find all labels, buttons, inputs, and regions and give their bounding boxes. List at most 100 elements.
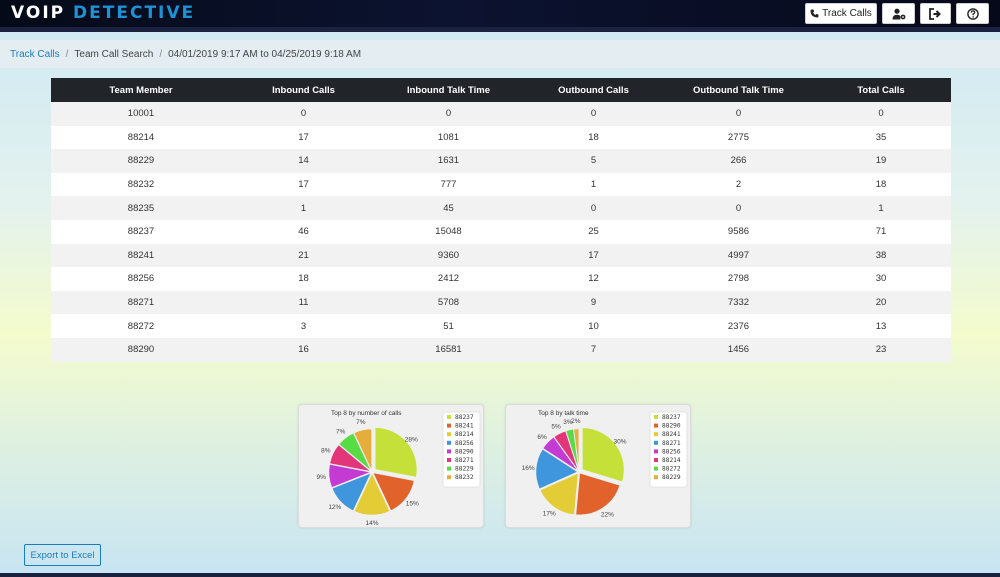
table-cell: 14 xyxy=(231,149,376,173)
col-header-inbound-talk-time[interactable]: Inbound Talk Time xyxy=(376,78,521,102)
legend-swatch xyxy=(447,432,451,437)
pie-slice-88229[interactable] xyxy=(338,432,372,472)
legend-swatch xyxy=(654,449,658,454)
table-row[interactable]: 88290 16 16581 7 1456 23 xyxy=(51,337,951,362)
col-header-outbound-talk-time[interactable]: Outbound Talk Time xyxy=(666,78,811,102)
table-cell: 777 xyxy=(376,172,521,197)
pie-chart-card-talk-time: Top 8 by talk time 30% 22% 17% 16% 6% 5% 3% 2% 88… xyxy=(505,404,691,528)
table-row[interactable]: 88232 17 777 1 2 18 xyxy=(51,172,951,197)
pie-chart-card-calls: Top 8 by number of calls 28% 15% 14% 12% 9% 8%… xyxy=(298,404,484,528)
table-cell: 2798 xyxy=(666,267,811,291)
pie-slice-88290[interactable] xyxy=(575,472,621,516)
legend-label: 88241 xyxy=(455,423,474,430)
table-cell: 1631 xyxy=(376,149,521,173)
table-cell: 88271 xyxy=(51,290,231,315)
breadcrumb-track-calls-link[interactable]: Track Calls xyxy=(10,48,60,60)
table-cell: 9 xyxy=(521,290,666,315)
legend-swatch xyxy=(654,475,658,480)
table-cell: 0 xyxy=(666,102,811,126)
table-row[interactable]: 88241 21 9360 17 4997 38 xyxy=(51,243,951,268)
pie-slice-88237[interactable] xyxy=(374,427,418,478)
breadcrumb: Track Calls / Team Call Search / 04/01/2… xyxy=(0,40,1000,68)
pie-slice-label: 7% xyxy=(356,419,366,426)
logo-text-v: V xyxy=(11,3,26,23)
export-to-excel-button[interactable]: Export to Excel xyxy=(24,544,101,566)
table-cell: 4997 xyxy=(666,243,811,268)
pie-slice-88232[interactable] xyxy=(353,428,373,471)
table-row[interactable]: 88237 46 15048 25 9586 71 xyxy=(51,219,951,244)
pie-slice-88256[interactable] xyxy=(542,436,579,472)
table-row[interactable]: 88235 1 45 0 0 1 xyxy=(51,196,951,220)
table-row[interactable]: 10001 0 0 0 0 0 xyxy=(51,102,951,126)
table-cell: 51 xyxy=(376,314,521,338)
table-row[interactable]: 88229 14 1631 5 266 19 xyxy=(51,149,951,173)
table-cell: 21 xyxy=(231,243,376,268)
legend-label: 88214 xyxy=(662,457,681,464)
app-logo[interactable]: VOIP DETECTIVE xyxy=(11,2,195,24)
legend-swatch xyxy=(447,466,451,471)
logout-button[interactable] xyxy=(920,3,951,24)
user-settings-button[interactable] xyxy=(882,3,915,24)
table-row[interactable]: 88272 3 51 10 2376 13 xyxy=(51,314,951,338)
pie-slice-88241[interactable] xyxy=(539,472,579,516)
chart-title: Top 8 by talk time xyxy=(538,410,589,417)
table-cell: 88214 xyxy=(51,125,231,150)
table-cell: 18 xyxy=(521,125,666,150)
table-cell: 71 xyxy=(811,219,951,244)
pie-slice-88214[interactable] xyxy=(353,472,391,516)
table-cell: 13 xyxy=(811,314,951,338)
table-row[interactable]: 88256 18 2412 12 2798 30 xyxy=(51,267,951,291)
table-cell: 1 xyxy=(521,172,666,197)
pie-slice-label: 12% xyxy=(328,504,341,511)
breadcrumb-date-range: 04/01/2019 9:17 AM to 04/25/2019 9:18 AM xyxy=(168,48,362,60)
legend-swatch xyxy=(447,423,451,428)
pie-slice-88237[interactable] xyxy=(581,427,625,483)
legend-label: 88237 xyxy=(662,414,681,421)
legend-label: 88241 xyxy=(662,431,681,438)
table-cell: 7 xyxy=(521,337,666,362)
table-cell: 17 xyxy=(231,125,376,150)
pie-slice-label: 28% xyxy=(405,436,418,443)
pie-slice-88271[interactable] xyxy=(535,448,579,490)
pie-slice-88241[interactable] xyxy=(372,472,415,512)
table-cell: 3 xyxy=(231,314,376,338)
col-header-team-member[interactable]: Team Member xyxy=(51,78,231,102)
legend-label: 88290 xyxy=(455,448,474,455)
breadcrumb-separator: / xyxy=(65,48,69,60)
table-row[interactable]: 88214 17 1081 18 2775 35 xyxy=(51,125,951,150)
footer-border xyxy=(0,573,1000,577)
legend-label: 88229 xyxy=(455,466,474,473)
legend-swatch xyxy=(654,423,658,428)
pie-slice-label: 5% xyxy=(551,423,561,430)
help-button[interactable] xyxy=(956,3,989,24)
table-cell: 18 xyxy=(811,172,951,197)
table-cell: 88241 xyxy=(51,243,231,268)
table-cell: 0 xyxy=(811,102,951,126)
pie-slice-88256[interactable] xyxy=(331,472,372,512)
col-header-inbound-calls[interactable]: Inbound Calls xyxy=(231,78,376,102)
col-header-outbound-calls[interactable]: Outbound Calls xyxy=(521,78,666,102)
table-body: 10001 0 0 0 0 0 88214 17 1081 18 2775 35 88229 14 1631… xyxy=(51,102,951,362)
logo-text-detective: DETECTIVE xyxy=(73,3,196,23)
pie-slice-88271[interactable] xyxy=(329,444,372,472)
pie-slice-88290[interactable] xyxy=(328,463,373,489)
table-cell: 9360 xyxy=(376,243,521,268)
track-calls-button[interactable]: Track Calls xyxy=(805,3,877,24)
table-cell: 46 xyxy=(231,219,376,244)
table-row[interactable]: 88271 11 5708 9 7332 20 xyxy=(51,290,951,315)
table-cell: 15048 xyxy=(376,219,521,244)
breadcrumb-separator: / xyxy=(159,48,163,60)
chart-title: Top 8 by number of calls xyxy=(331,410,402,417)
table-header-row: Team Member Inbound Calls Inbound Talk T… xyxy=(51,78,951,102)
legend-swatch xyxy=(447,458,451,462)
table-cell: 23 xyxy=(811,337,951,362)
pie-slice-label: 2% xyxy=(571,418,581,425)
table-cell: 266 xyxy=(666,149,811,173)
table-cell: 88256 xyxy=(51,267,231,291)
table-cell: 18 xyxy=(231,267,376,291)
pie-slice-88229[interactable] xyxy=(573,428,580,471)
table-cell: 19 xyxy=(811,149,951,173)
table-cell: 10 xyxy=(521,314,666,338)
col-header-total-calls[interactable]: Total Calls xyxy=(811,78,951,102)
